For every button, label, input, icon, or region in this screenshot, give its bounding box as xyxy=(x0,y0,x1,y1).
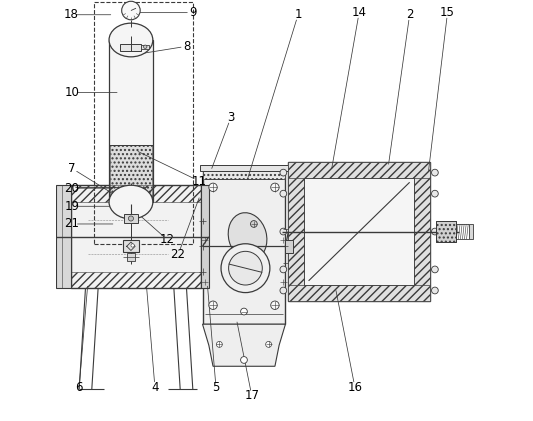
Circle shape xyxy=(432,266,438,273)
Circle shape xyxy=(280,287,287,294)
Bar xyxy=(127,253,135,261)
Circle shape xyxy=(143,45,147,48)
Text: 18: 18 xyxy=(63,8,78,21)
Text: 17: 17 xyxy=(244,389,259,402)
Bar xyxy=(71,272,201,288)
Text: 7: 7 xyxy=(68,162,76,175)
Bar xyxy=(288,162,430,178)
Text: 1: 1 xyxy=(294,8,302,21)
Bar xyxy=(288,285,430,301)
Text: 5: 5 xyxy=(212,381,220,394)
Text: 2: 2 xyxy=(406,8,414,21)
Circle shape xyxy=(216,341,222,347)
Bar xyxy=(141,45,149,49)
Circle shape xyxy=(221,244,270,293)
Bar xyxy=(201,185,209,288)
Bar xyxy=(436,221,456,242)
Circle shape xyxy=(271,183,279,192)
Text: 11: 11 xyxy=(192,175,207,187)
Text: 6: 6 xyxy=(75,381,83,394)
Bar xyxy=(109,40,153,202)
Ellipse shape xyxy=(109,23,153,57)
Bar xyxy=(94,2,193,244)
Circle shape xyxy=(432,190,438,197)
Bar xyxy=(286,240,293,253)
Text: 9: 9 xyxy=(189,6,197,19)
Bar xyxy=(288,162,430,301)
Circle shape xyxy=(251,221,257,227)
Bar xyxy=(203,168,286,324)
Ellipse shape xyxy=(228,213,267,261)
Text: 21: 21 xyxy=(64,218,79,230)
Circle shape xyxy=(122,1,140,20)
Bar xyxy=(469,224,473,239)
Ellipse shape xyxy=(109,185,153,219)
Bar xyxy=(414,162,430,301)
Text: 22: 22 xyxy=(171,248,185,261)
Bar xyxy=(124,214,138,223)
Circle shape xyxy=(240,357,247,363)
Text: 12: 12 xyxy=(160,234,175,246)
Circle shape xyxy=(209,301,217,309)
Circle shape xyxy=(280,190,287,197)
Circle shape xyxy=(280,169,287,176)
Text: 14: 14 xyxy=(352,6,367,19)
Bar xyxy=(71,185,201,288)
Circle shape xyxy=(240,308,247,315)
Bar xyxy=(288,162,304,301)
Bar xyxy=(71,185,201,202)
Circle shape xyxy=(265,341,271,347)
Text: 16: 16 xyxy=(348,381,362,394)
Circle shape xyxy=(209,183,217,192)
Circle shape xyxy=(229,251,262,285)
Circle shape xyxy=(280,266,287,273)
Bar xyxy=(110,145,152,202)
Circle shape xyxy=(432,228,438,235)
Circle shape xyxy=(432,169,438,176)
Bar xyxy=(436,221,456,242)
Circle shape xyxy=(432,287,438,294)
Text: 19: 19 xyxy=(64,200,79,213)
Text: 4: 4 xyxy=(151,381,159,394)
Bar xyxy=(120,44,141,51)
Circle shape xyxy=(280,228,287,235)
Text: 15: 15 xyxy=(440,6,455,19)
Polygon shape xyxy=(203,324,286,366)
Bar xyxy=(200,165,287,171)
Text: 3: 3 xyxy=(227,112,235,124)
Bar xyxy=(123,240,139,252)
Text: 10: 10 xyxy=(64,86,79,99)
Text: 20: 20 xyxy=(64,182,79,195)
Circle shape xyxy=(128,216,133,221)
Circle shape xyxy=(271,301,279,309)
Circle shape xyxy=(131,244,134,247)
Bar xyxy=(56,185,71,288)
Bar xyxy=(203,168,286,179)
Text: 8: 8 xyxy=(183,40,190,53)
